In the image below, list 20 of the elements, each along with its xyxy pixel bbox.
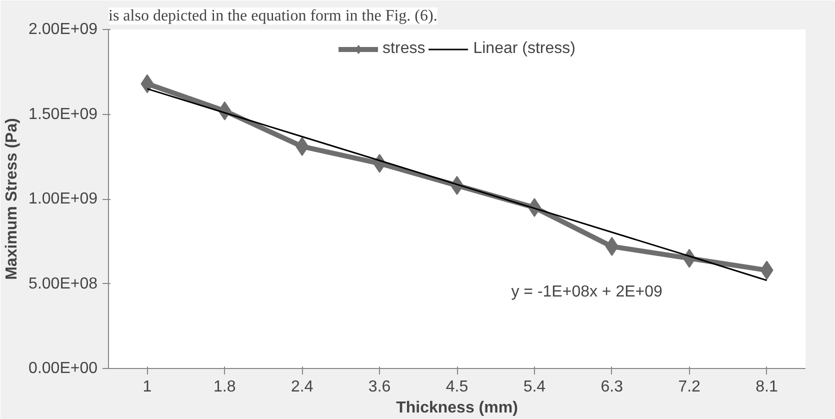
x-tick-label: 4.5 [446,378,468,396]
y-tick-label: 1.00E+09 [28,190,98,208]
x-tick-label: 1.8 [214,378,236,396]
annotation: y = -1E+08x + 2E+09 [511,284,663,301]
x-tick-label: 7.2 [678,378,701,396]
x-tick-label: 1 [142,378,152,396]
y-tick-label: 5.00E+08 [28,275,98,292]
x-tick-label: 8.1 [756,378,778,396]
legend-label: Linear (stress) [473,40,576,58]
x-axis-title: Thickness (mm) [396,400,518,416]
x-tick-label: 5.4 [523,378,546,396]
y-tick-label: 0.00E+00 [28,360,98,377]
legend-label: stress [382,40,426,58]
x-tick-label: 2.4 [290,378,314,396]
y-tick-label: 2.00E+09 [28,21,98,38]
text: is also depicted in the equation form in the Fig. (6). [108,8,438,24]
x-tick-label: 3.6 [368,378,391,396]
y-tick-label: 1.50E+09 [28,106,98,123]
y-axis-title: Maximum Stress (Pa) [4,118,21,280]
x-tick-label: 6.3 [600,378,624,396]
